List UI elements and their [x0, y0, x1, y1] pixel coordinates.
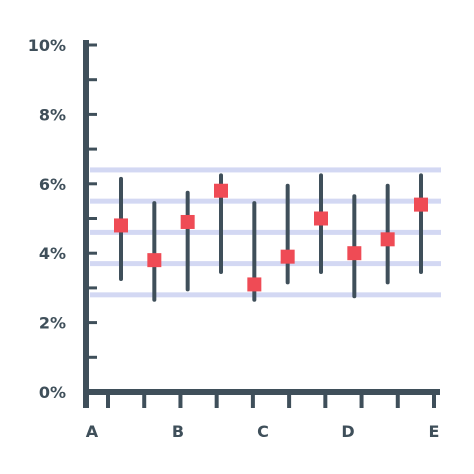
- x-tick-8: [395, 395, 400, 408]
- data-markers: [114, 183, 428, 292]
- y-tick-3: [86, 182, 97, 186]
- reference-band-2: [90, 229, 441, 235]
- y-tick-label-1: 2%: [39, 314, 66, 333]
- data-point-2: [180, 214, 195, 229]
- reference-band-1: [90, 261, 441, 267]
- axis-labels: 0% 2% 4% 6% 8% 10% A B C D E: [28, 36, 440, 441]
- x-tick-4: [250, 395, 255, 408]
- y-tick-2: [86, 251, 97, 255]
- axes: [83, 40, 440, 408]
- x-tick-0: [106, 395, 110, 408]
- reference-bands: [90, 167, 441, 298]
- y-tick-label-5: 10%: [28, 36, 66, 55]
- y-tick-4: [86, 112, 97, 116]
- error-bar-2: [185, 190, 190, 292]
- y-minor-tick-2: [86, 217, 97, 220]
- y-tick-1: [86, 321, 97, 325]
- data-point-7: [347, 246, 362, 261]
- error-whiskers: [119, 173, 423, 302]
- data-point-6: [314, 211, 328, 226]
- x-tick-label-1: B: [172, 422, 184, 441]
- data-point-0: [114, 218, 128, 233]
- x-tick-label-3: D: [341, 422, 354, 441]
- data-point-5: [280, 249, 295, 264]
- error-bar-1: [152, 201, 157, 302]
- x-tick-origin: [83, 395, 89, 408]
- y-minor-tick-3: [86, 147, 97, 151]
- y-tick-label-2: 4%: [39, 244, 66, 263]
- data-point-3: [214, 183, 228, 198]
- x-axis-line: [83, 389, 440, 395]
- error-bar-4: [252, 201, 257, 302]
- x-tick-3: [214, 395, 219, 408]
- y-tick-5: [86, 43, 97, 47]
- x-tick-label-2: C: [257, 422, 269, 441]
- x-tick-6: [323, 395, 328, 408]
- error-bar-9: [419, 173, 423, 275]
- y-tick-label-3: 6%: [39, 175, 66, 194]
- data-point-8: [380, 232, 395, 247]
- reference-band-3: [90, 198, 441, 204]
- data-point-9: [414, 197, 428, 212]
- data-point-1: [147, 253, 162, 268]
- x-tick-label-0: A: [86, 422, 99, 441]
- error-bar-3: [219, 173, 223, 275]
- reference-band-4: [90, 167, 441, 173]
- data-point-4: [247, 277, 262, 292]
- x-tick-2: [178, 395, 183, 408]
- y-minor-tick-4: [86, 78, 97, 82]
- error-bar-5: [285, 183, 290, 285]
- y-minor-tick-0: [86, 355, 97, 359]
- x-tick-1: [142, 395, 147, 408]
- y-tick-0: [86, 390, 97, 394]
- y-minor-tick-1: [86, 286, 97, 290]
- x-tick-label-4: E: [429, 422, 440, 441]
- x-tick-5: [287, 395, 292, 408]
- reference-band-0: [90, 292, 441, 298]
- x-tick-7: [359, 395, 364, 408]
- y-tick-label-0: 0%: [39, 383, 66, 402]
- y-tick-label-4: 8%: [39, 105, 66, 124]
- x-tick-9: [432, 395, 436, 408]
